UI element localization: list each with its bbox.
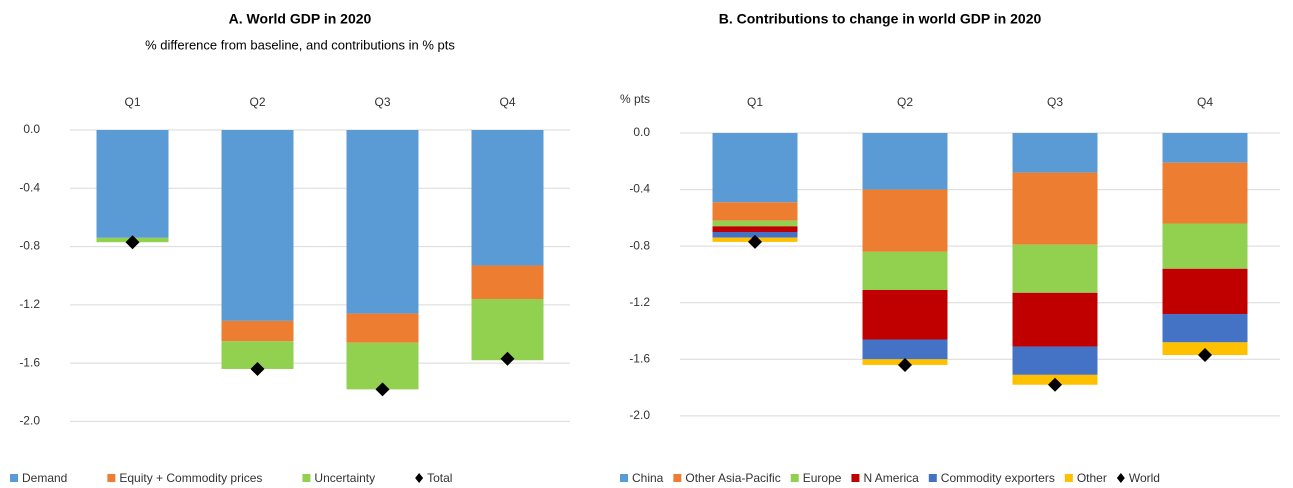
- chart-title: A. World GDP in 2020: [229, 11, 372, 27]
- chart-title: B. Contributions to change in world GDP …: [719, 11, 1042, 27]
- bar-segment: [862, 289, 948, 340]
- bar-segment: [862, 133, 948, 190]
- bar-segment: [712, 133, 798, 203]
- legend-swatch: [928, 474, 937, 482]
- total-marker: [375, 382, 390, 397]
- legend-swatch: [673, 474, 682, 482]
- bar-segment: [96, 130, 169, 238]
- legend-swatch: [302, 474, 311, 482]
- bar-segment: [471, 299, 544, 361]
- x-tick-label: Q4: [1197, 95, 1213, 109]
- legend-label: Equity + Commodity prices: [119, 471, 262, 485]
- legend-marker: [415, 473, 424, 483]
- legend-swatch: [107, 474, 116, 482]
- y-tick-label: 0.0: [633, 125, 650, 139]
- bar-segment: [1012, 172, 1098, 245]
- bar-segment: [1162, 268, 1248, 315]
- bar-segment: [471, 265, 544, 300]
- legend-label: Other Asia-Pacific: [685, 471, 780, 485]
- total-marker: [125, 235, 140, 250]
- y-tick-label: -1.6: [19, 355, 40, 369]
- total-marker: [898, 357, 912, 372]
- x-tick-label: Q2: [249, 95, 265, 109]
- y-tick-label: -2.0: [19, 414, 40, 428]
- legend-label: Demand: [22, 471, 67, 485]
- legend-label: Total: [427, 471, 452, 485]
- legend-swatch: [10, 474, 18, 482]
- legend-marker: [1116, 473, 1125, 483]
- y-tick-label: -0.4: [629, 182, 650, 196]
- y-tick-label: -0.8: [629, 238, 650, 252]
- total-marker: [500, 351, 515, 366]
- legend-swatch: [790, 474, 799, 482]
- legend-swatch: [851, 474, 860, 482]
- chart-subtitle: % difference from baseline, and contribu…: [145, 37, 455, 52]
- y-tick-label: 0.0: [23, 122, 40, 136]
- legend-label: China: [632, 471, 664, 485]
- legend-swatch: [620, 474, 628, 482]
- bar-segment: [1162, 314, 1248, 343]
- total-marker: [1198, 348, 1212, 363]
- y-axis-label: % pts: [620, 92, 650, 106]
- total-marker: [250, 361, 265, 376]
- bar-segment: [346, 342, 419, 390]
- legend-swatch: [1064, 474, 1073, 482]
- y-tick-label: -1.2: [629, 295, 650, 309]
- x-tick-label: Q1: [124, 95, 140, 109]
- y-tick-label: -1.6: [629, 351, 650, 365]
- bar-segment: [1162, 162, 1248, 224]
- y-tick-label: -0.8: [19, 239, 40, 253]
- bar-segment: [712, 232, 798, 238]
- y-tick-label: -2.0: [629, 408, 650, 422]
- legend-label: Europe: [803, 471, 842, 485]
- legend-label: Uncertainty: [314, 471, 375, 485]
- bar-segment: [471, 130, 544, 266]
- legend-label: World: [1129, 471, 1160, 485]
- x-tick-label: Q1: [747, 95, 763, 109]
- bar-segment: [712, 220, 798, 227]
- bar-segment: [346, 130, 419, 314]
- bar-segment: [862, 189, 948, 252]
- bar-segment: [1012, 133, 1098, 173]
- x-tick-label: Q3: [1047, 95, 1063, 109]
- bar-segment: [1012, 292, 1098, 347]
- legend-label: N America: [863, 471, 919, 485]
- x-tick-label: Q2: [897, 95, 913, 109]
- bar-segment: [1162, 223, 1248, 269]
- bar-segment: [221, 320, 294, 342]
- total-marker: [1048, 377, 1062, 392]
- x-tick-label: Q3: [374, 95, 390, 109]
- bar-segment: [1162, 133, 1248, 163]
- bar-segment: [221, 130, 294, 321]
- legend-label: Commodity exporters: [941, 471, 1055, 485]
- total-marker: [748, 234, 762, 249]
- bar-segment: [862, 339, 948, 360]
- legend-label: Other: [1077, 471, 1107, 485]
- bar-segment: [346, 313, 419, 343]
- bar-segment: [1012, 346, 1098, 375]
- bar-segment: [712, 202, 798, 221]
- bar-segment: [1012, 244, 1098, 293]
- x-tick-label: Q4: [499, 95, 515, 109]
- bar-segment: [712, 226, 798, 232]
- y-tick-label: -0.4: [19, 180, 40, 194]
- bar-segment: [862, 251, 948, 290]
- y-tick-label: -1.2: [19, 297, 40, 311]
